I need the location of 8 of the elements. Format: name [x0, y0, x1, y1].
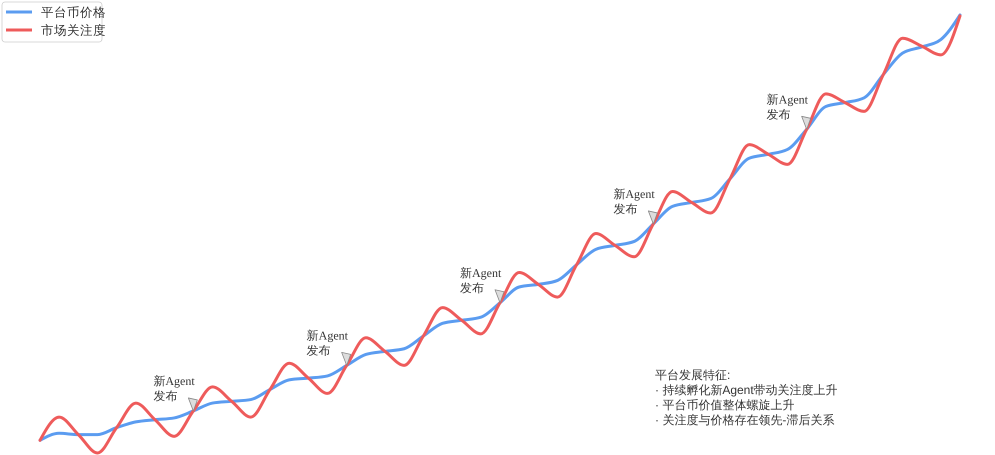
- annotation: 新Agent 发布: [306, 328, 349, 358]
- annotation: 新Agent 发布: [613, 186, 656, 216]
- annotation: 平台发展特征: · 持续孵化新Agent带动关注度上升 · 平台币价值整体螺旋上升 · 关注度与价格存在领先-滞后关系: [655, 368, 838, 427]
- legend-label: 平台币价格: [41, 6, 106, 20]
- annotation: 新Agent 发布: [766, 92, 809, 122]
- annotation: 新Agent 发布: [153, 374, 196, 403]
- legend-label: 市场关注度: [41, 22, 106, 38]
- annotation: 新Agent 发布: [460, 266, 502, 295]
